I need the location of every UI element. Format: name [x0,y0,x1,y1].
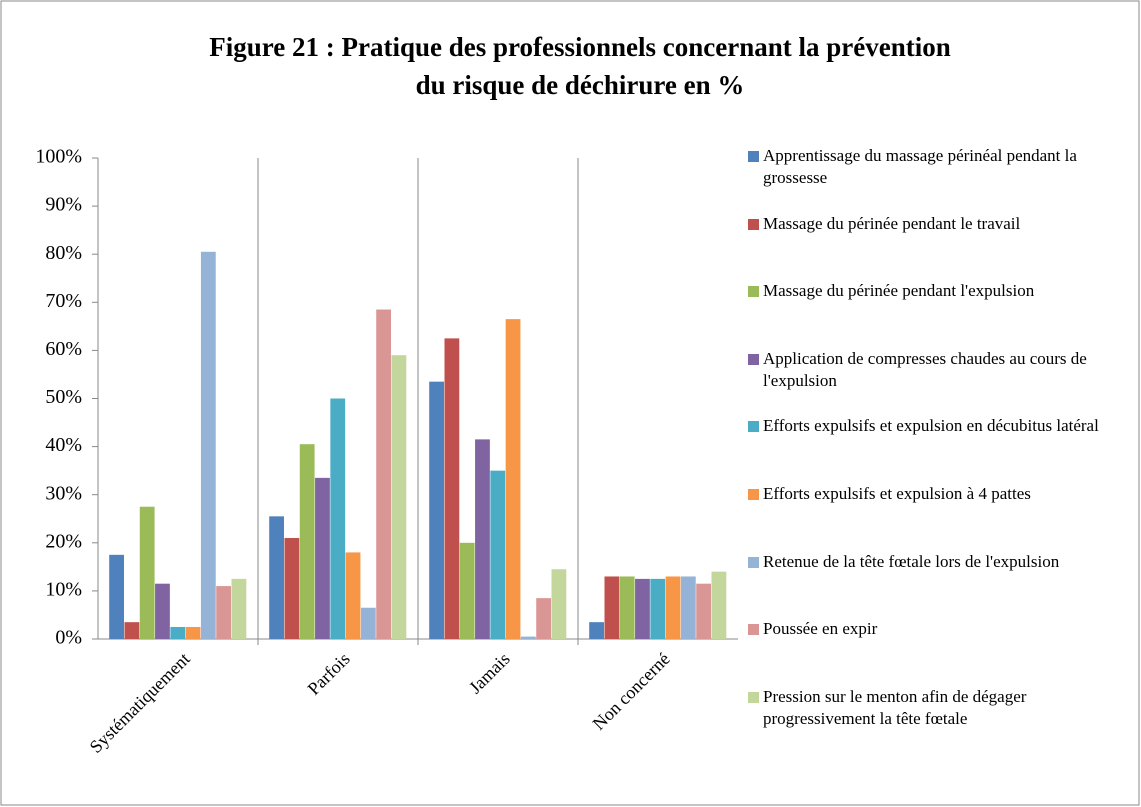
legend-label: Efforts expulsifs et expulsion en décubi… [763,416,1099,436]
bar [185,626,201,639]
legend-swatch [748,286,759,298]
bar [619,576,635,639]
bar [299,444,315,639]
bar [360,607,376,639]
legend-label: Massage du périnée pendant le travail [763,213,1021,233]
legend-swatch [748,218,759,230]
bar [604,576,620,639]
legend-swatch [748,556,759,568]
bar [330,398,346,639]
legend-swatch [748,691,759,703]
bar [315,477,330,639]
legend-label: Efforts expulsifs et expulsion à 4 patte… [763,484,1031,503]
bar [459,542,475,639]
bar [109,554,124,639]
bar [200,251,216,640]
legend-swatch [748,421,759,433]
bar [345,552,361,639]
bar [124,622,140,639]
bar [505,319,521,639]
bar [444,338,460,639]
y-tick-label: 40% [45,434,82,456]
bar [680,576,696,639]
bar [376,309,392,639]
bar [429,381,444,639]
bar [216,586,232,639]
bar [475,439,490,639]
chart-title: Figure 21 : Pratique des professionnels … [209,32,950,62]
bar [665,576,681,639]
bar [155,583,170,639]
bar [696,583,712,639]
legend-swatch [748,353,759,365]
bar [650,578,666,639]
y-tick-label: 100% [35,146,82,168]
bar [520,636,536,639]
legend-label: Retenue de la tête fœtale lors de l'expu… [763,551,1060,571]
chart-title: du risque de déchirure en % [416,70,745,100]
bar [490,470,506,639]
y-tick-label: 50% [45,386,82,408]
legend-label: Apprentissage du massage périnéal pendan… [763,146,1077,187]
bar [231,578,247,639]
legend-swatch [748,151,759,162]
bar [269,516,284,639]
y-tick-label: 90% [45,194,82,216]
y-tick-label: 0% [55,627,82,649]
legend-swatch [748,624,759,636]
bar [589,622,604,639]
bar [536,598,552,639]
y-tick-label: 10% [45,578,82,600]
legend-label: Pression sur le menton afin de dégager p… [763,686,1027,728]
bar [139,506,155,639]
legend-label: Poussée en expir [763,619,878,639]
y-tick-label: 30% [45,482,82,504]
legend-swatch [748,489,759,500]
legend-label: Massage du périnée pendant l'expulsion [763,281,1035,301]
bar [635,578,650,639]
y-tick-label: 20% [45,530,82,552]
bar [551,569,567,639]
y-tick-label: 60% [45,338,82,360]
y-tick-label: 70% [45,290,82,312]
bar [284,537,300,639]
legend-label: Application de compresses chaudes au cou… [763,348,1087,390]
bar [170,626,186,639]
y-tick-label: 80% [45,242,82,264]
bar [391,355,407,639]
bar [711,571,727,639]
